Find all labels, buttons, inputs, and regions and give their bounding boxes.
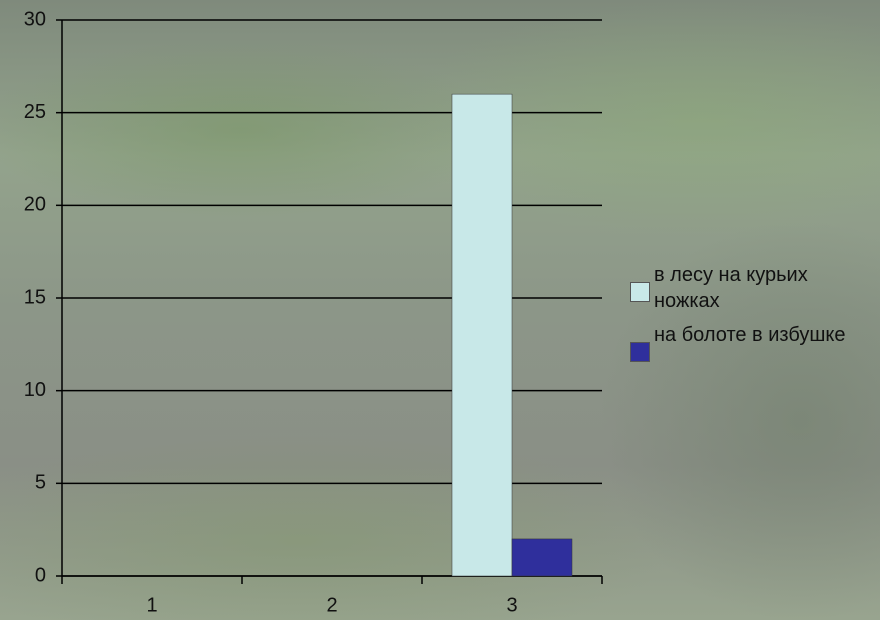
y-tick-label: 25 [24, 101, 46, 123]
y-tick-label: 20 [24, 194, 46, 216]
x-tick-label: 3 [506, 594, 517, 616]
y-tick-label: 30 [24, 8, 46, 30]
x-tick-label: 2 [326, 594, 337, 616]
bar [451, 93, 513, 577]
y-tick-label: 0 [35, 564, 46, 586]
legend-label: на болоте в избушке [654, 324, 846, 346]
y-tick-label: 10 [24, 379, 46, 401]
y-tick-label: 5 [35, 472, 46, 494]
bar [511, 538, 573, 577]
legend-label: в лесу на курьих ножках [654, 264, 808, 312]
legend-swatch [630, 342, 650, 362]
legend-swatch [630, 282, 650, 302]
x-tick-label: 1 [146, 594, 157, 616]
y-tick-label: 15 [24, 286, 46, 308]
